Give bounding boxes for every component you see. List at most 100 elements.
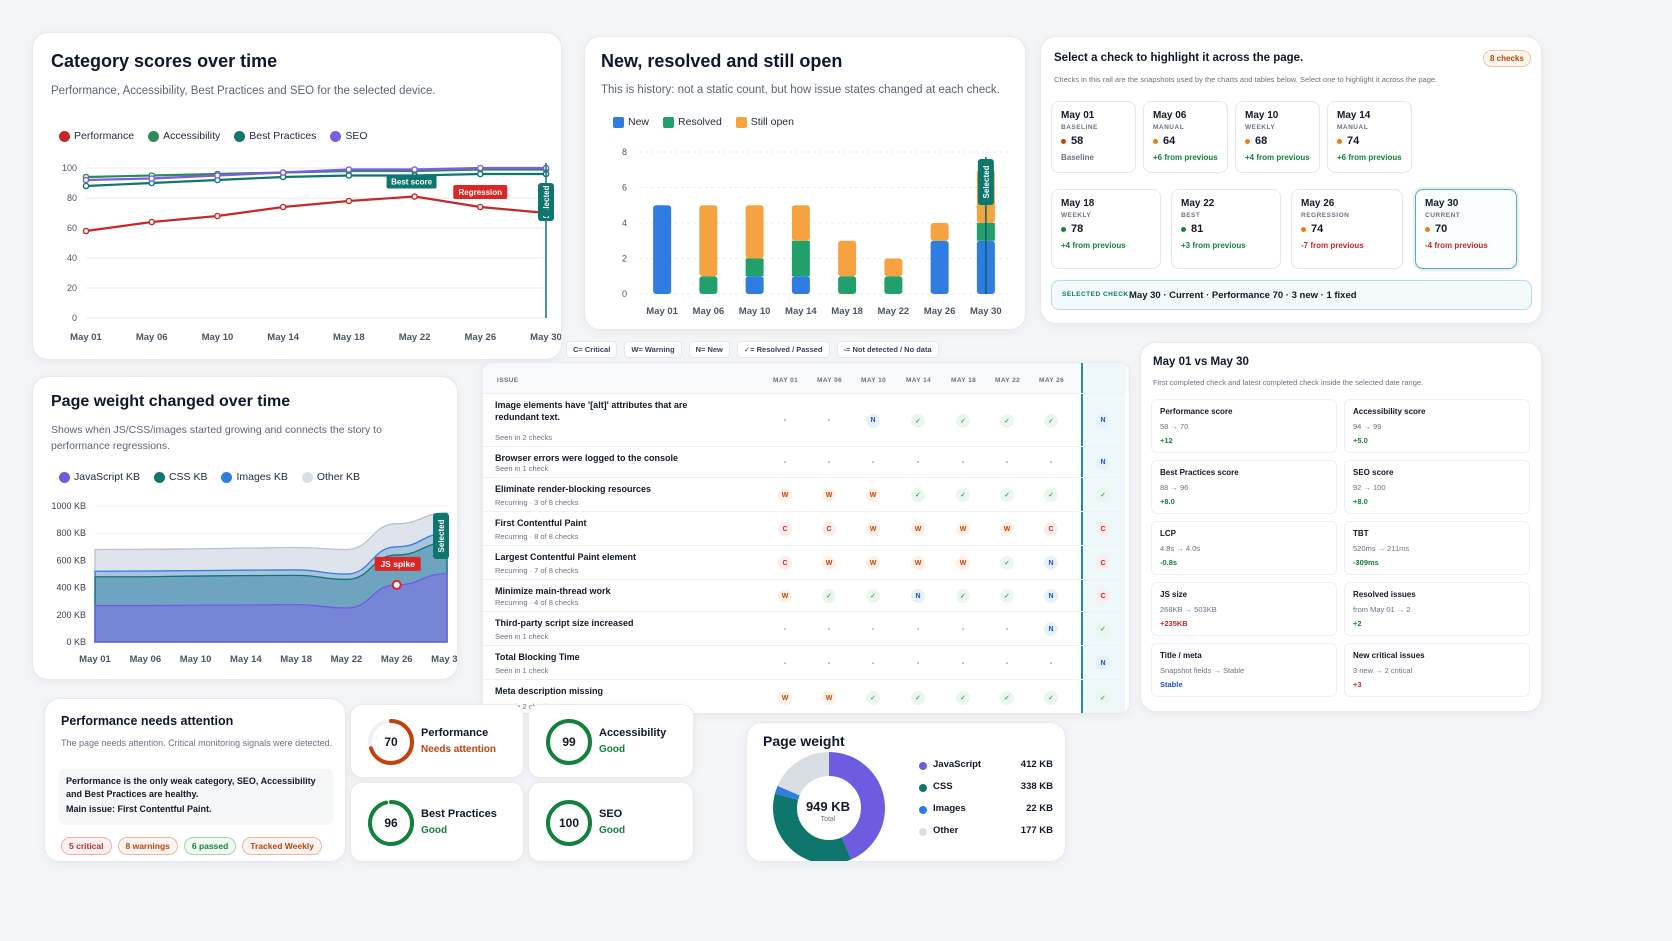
status-cell-no-data[interactable]: - xyxy=(827,417,831,424)
status-cell-no-data[interactable]: - xyxy=(783,417,787,424)
status-cell-warning[interactable]: W xyxy=(956,556,970,570)
data-point-performance[interactable] xyxy=(279,203,287,211)
status-cell-no-data[interactable]: - xyxy=(871,625,875,633)
status-cell-no-data[interactable]: - xyxy=(827,625,831,633)
status-cell-warning[interactable]: W xyxy=(822,488,836,502)
status-cell-no-data[interactable]: - xyxy=(783,659,787,667)
bar-still-open[interactable] xyxy=(791,205,810,241)
table-row[interactable]: Meta description missing Seen in 2 checks… xyxy=(483,679,1123,713)
status-cell-no-data[interactable]: - xyxy=(1005,625,1009,633)
status-cell-warning[interactable]: W xyxy=(911,522,925,536)
status-cell-no-data[interactable]: - xyxy=(871,459,875,466)
status-cell-no-data[interactable]: - xyxy=(783,625,787,633)
bar-resolved[interactable] xyxy=(791,240,810,277)
status-cell-no-data[interactable]: - xyxy=(1005,659,1009,667)
status-cell-no-data[interactable]: - xyxy=(1049,659,1053,667)
bar-resolved[interactable] xyxy=(884,276,903,294)
status-cell-warning[interactable]: W xyxy=(866,522,880,536)
status-cell-passed[interactable]: ✓ xyxy=(866,589,880,603)
status-cell-passed[interactable]: ✓ xyxy=(911,691,925,705)
status-cell-passed[interactable]: ✓ xyxy=(1000,691,1014,705)
data-point-performance[interactable] xyxy=(476,203,484,211)
selected-point[interactable] xyxy=(542,209,550,217)
status-cell-new[interactable]: N xyxy=(1096,656,1110,670)
status-cell-no-data[interactable]: - xyxy=(961,659,965,667)
status-cell-no-data[interactable]: - xyxy=(827,459,831,466)
status-cell-warning[interactable]: W xyxy=(778,589,792,603)
data-point-seo[interactable] xyxy=(82,176,90,184)
donut-slice-css[interactable] xyxy=(773,752,885,861)
status-cell-new[interactable]: N xyxy=(1044,589,1058,603)
js-spike-point[interactable] xyxy=(391,579,402,590)
status-cell-passed[interactable]: ✓ xyxy=(956,488,970,502)
table-row[interactable]: Total Blocking Time Seen in 1 check - - - - - -… xyxy=(483,645,1123,679)
status-cell-no-data[interactable]: - xyxy=(1049,459,1053,466)
series-line-performance[interactable] xyxy=(85,195,547,233)
data-point-best-practices[interactable] xyxy=(82,182,90,190)
status-cell-new[interactable]: N xyxy=(866,413,880,428)
bar-resolved[interactable] xyxy=(699,276,718,294)
selected-marker[interactable] xyxy=(538,183,554,221)
status-cell-passed[interactable]: ✓ xyxy=(1044,488,1058,502)
status-cell-no-data[interactable]: - xyxy=(916,625,920,633)
check-card-may-06[interactable]: May 06 MANUAL 64 +6 from previous xyxy=(1143,101,1228,173)
table-row[interactable]: First Contentful Paint Recurring · 8 of 8… xyxy=(483,511,1123,545)
status-cell-warning[interactable]: W xyxy=(911,556,925,570)
status-cell-critical[interactable]: C xyxy=(778,522,792,536)
status-cell-new[interactable]: N xyxy=(1096,455,1110,470)
bar-still-open[interactable] xyxy=(838,240,857,277)
scores-line-chart[interactable]: 100 80 60 40 20 0 May 01 May 06 May 10 May 14 May … xyxy=(33,33,562,360)
status-cell-warning[interactable]: W xyxy=(822,691,836,705)
status-cell-no-data[interactable]: - xyxy=(961,625,965,633)
data-point-best-practices[interactable] xyxy=(476,170,484,178)
status-cell-critical[interactable]: C xyxy=(1096,556,1110,570)
status-cell-passed[interactable]: ✓ xyxy=(866,691,880,705)
check-card-may-22[interactable]: May 22 BEST 81 +3 from previous xyxy=(1171,189,1281,269)
status-cell-no-data[interactable]: - xyxy=(961,459,965,466)
status-cell-critical[interactable]: C xyxy=(822,522,836,536)
score-card-seo[interactable]: 100 SEO Good xyxy=(528,782,694,862)
table-row[interactable]: Image elements have '[alt]' attributes t… xyxy=(483,393,1123,446)
status-cell-critical[interactable]: C xyxy=(1096,589,1110,603)
status-cell-warning[interactable]: W xyxy=(956,522,970,536)
check-card-may-10[interactable]: May 10 WEEKLY 68 +4 from previous xyxy=(1235,101,1320,173)
status-cell-passed[interactable]: ✓ xyxy=(956,691,970,705)
status-cell-passed[interactable]: ✓ xyxy=(956,589,970,603)
status-cell-warning[interactable]: W xyxy=(866,556,880,570)
table-row[interactable]: Third-party script size increased Seen in… xyxy=(483,611,1123,645)
status-cell-passed[interactable]: ✓ xyxy=(1044,691,1058,705)
status-cell-no-data[interactable]: - xyxy=(827,659,831,667)
data-point-performance[interactable] xyxy=(411,193,418,200)
status-cell-passed[interactable]: ✓ xyxy=(1000,589,1014,603)
data-point-performance[interactable] xyxy=(345,197,353,205)
series-line-best-practices[interactable] xyxy=(85,172,546,188)
status-cell-passed[interactable]: ✓ xyxy=(1044,413,1058,428)
status-cell-warning[interactable]: W xyxy=(778,488,792,502)
page-weight-area-chart[interactable]: 1000 KB 800 KB 600 KB 400 KB 200 KB 0 KB May 0… xyxy=(33,377,458,680)
issues-bar-chart[interactable]: 8 6 4 2 0 May 01 May 06 May 10 May 14 May 18 May 2… xyxy=(585,37,1026,330)
status-cell-passed[interactable]: ✓ xyxy=(956,413,970,428)
status-cell-passed[interactable]: ✓ xyxy=(911,488,925,502)
status-cell-warning[interactable]: W xyxy=(1000,522,1014,536)
selected-marker[interactable] xyxy=(433,513,449,559)
status-cell-warning[interactable]: W xyxy=(778,691,792,705)
status-cell-passed[interactable]: ✓ xyxy=(1000,413,1014,428)
status-cell-no-data[interactable]: - xyxy=(916,659,920,667)
status-cell-passed[interactable]: ✓ xyxy=(911,413,925,428)
status-cell-passed[interactable]: ✓ xyxy=(1096,622,1110,636)
data-point-performance[interactable] xyxy=(214,212,221,220)
status-cell-critical[interactable]: C xyxy=(1044,522,1058,536)
selected-marker[interactable] xyxy=(977,159,994,205)
bar-new[interactable] xyxy=(653,205,672,294)
data-point-seo[interactable] xyxy=(411,166,418,173)
bar-resolved[interactable] xyxy=(838,276,857,294)
status-cell-passed[interactable]: ✓ xyxy=(1096,691,1110,705)
score-card-performance[interactable]: 70 Performance Needs attention xyxy=(350,704,524,778)
bar-still-open[interactable] xyxy=(745,205,764,259)
check-card-may-30[interactable]: May 30 CURRENT 70 -4 from previous xyxy=(1415,189,1517,269)
donut-slice-other[interactable] xyxy=(773,752,885,861)
data-point-seo[interactable] xyxy=(476,164,484,172)
status-cell-warning[interactable]: W xyxy=(866,488,880,502)
data-point-performance[interactable] xyxy=(82,227,90,235)
data-point-seo[interactable] xyxy=(345,166,353,173)
